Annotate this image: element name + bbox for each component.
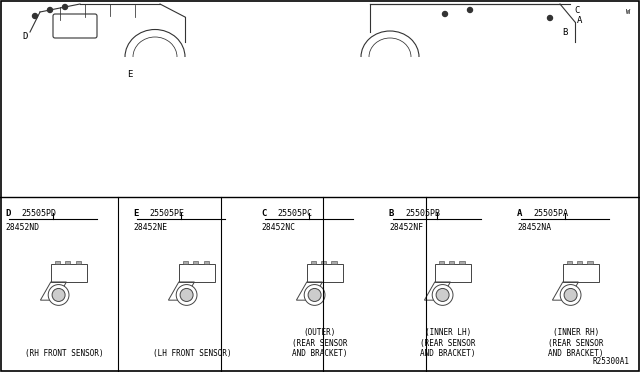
Text: C: C <box>261 209 266 218</box>
Circle shape <box>52 288 65 301</box>
Text: 28452NA: 28452NA <box>517 223 551 232</box>
Circle shape <box>432 285 453 305</box>
Text: 28452NE: 28452NE <box>133 223 167 232</box>
Bar <box>460 261 465 264</box>
Circle shape <box>63 4 67 10</box>
Bar <box>310 261 316 264</box>
Bar <box>332 261 337 264</box>
Circle shape <box>180 288 193 301</box>
Text: 28452ND: 28452ND <box>5 223 39 232</box>
Circle shape <box>547 16 552 20</box>
Bar <box>577 261 582 264</box>
Text: B: B <box>563 28 568 36</box>
Text: (RH FRONT SENSOR): (RH FRONT SENSOR) <box>25 349 103 358</box>
Circle shape <box>33 13 38 19</box>
Bar <box>54 261 60 264</box>
Text: R25300A1: R25300A1 <box>593 357 630 366</box>
Text: D: D <box>5 209 10 218</box>
Circle shape <box>308 288 321 301</box>
Circle shape <box>442 12 447 16</box>
Circle shape <box>176 285 197 305</box>
Text: 28452NC: 28452NC <box>261 223 295 232</box>
Bar <box>182 261 188 264</box>
Bar <box>321 261 326 264</box>
Circle shape <box>467 7 472 13</box>
Circle shape <box>560 285 581 305</box>
Text: D: D <box>22 32 28 41</box>
Text: E: E <box>133 209 138 218</box>
Bar <box>204 261 209 264</box>
Bar <box>449 261 454 264</box>
Text: A: A <box>577 16 582 25</box>
Text: E: E <box>127 70 132 78</box>
Text: 25505PD: 25505PD <box>21 209 56 218</box>
Text: C: C <box>574 6 580 15</box>
Text: W: W <box>626 9 630 15</box>
FancyBboxPatch shape <box>53 14 97 38</box>
Circle shape <box>304 285 325 305</box>
Bar <box>588 261 593 264</box>
Bar <box>193 261 198 264</box>
Bar <box>65 261 70 264</box>
Text: 28452NF: 28452NF <box>389 223 423 232</box>
Text: (INNER LH)
(REAR SENSOR
AND BRACKET): (INNER LH) (REAR SENSOR AND BRACKET) <box>420 328 476 358</box>
Text: B: B <box>389 209 394 218</box>
Text: (INNER RH)
(REAR SENSOR
AND BRACKET): (INNER RH) (REAR SENSOR AND BRACKET) <box>548 328 604 358</box>
Text: 25505PB: 25505PB <box>405 209 440 218</box>
Text: A: A <box>517 209 522 218</box>
Circle shape <box>47 7 52 13</box>
Text: 25505PA: 25505PA <box>533 209 568 218</box>
Text: 25505PE: 25505PE <box>149 209 184 218</box>
Text: (OUTER)
(REAR SENSOR
AND BRACKET): (OUTER) (REAR SENSOR AND BRACKET) <box>292 328 348 358</box>
Text: (LH FRONT SENSOR): (LH FRONT SENSOR) <box>153 349 231 358</box>
Bar <box>438 261 444 264</box>
Bar <box>566 261 572 264</box>
Bar <box>76 261 81 264</box>
Text: 25505PC: 25505PC <box>277 209 312 218</box>
Circle shape <box>564 288 577 301</box>
Circle shape <box>48 285 69 305</box>
Circle shape <box>436 288 449 301</box>
